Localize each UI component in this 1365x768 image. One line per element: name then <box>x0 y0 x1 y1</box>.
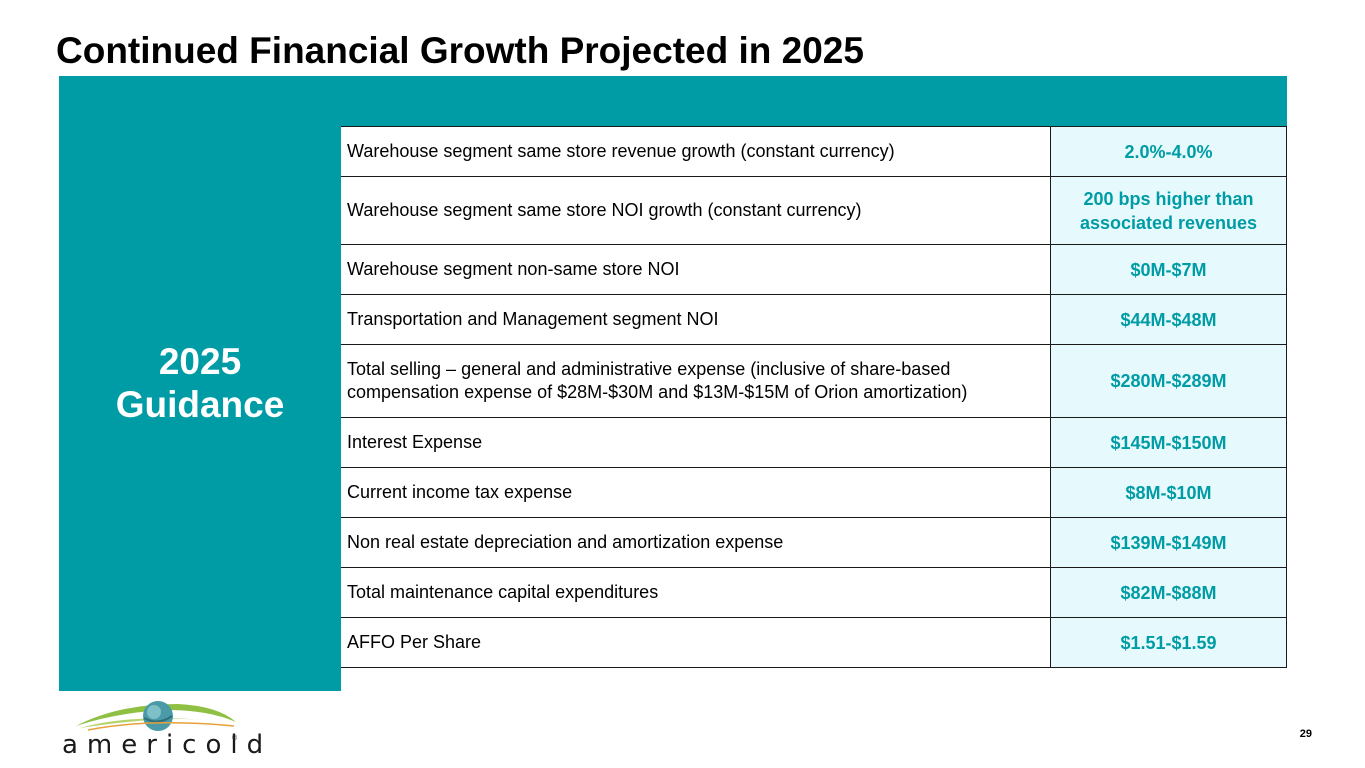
row-label: Interest Expense <box>341 417 1051 468</box>
row-label: Warehouse segment same store NOI growth … <box>341 176 1051 245</box>
row-label: Total selling – general and administrati… <box>341 344 1051 418</box>
row-label-line: Total selling – general and administrati… <box>347 359 951 379</box>
slide-title: Continued Financial Growth Projected in … <box>56 30 864 71</box>
guidance-heading: 2025 Guidance <box>59 340 341 426</box>
table-row: Interest Expense $145M-$150M <box>341 417 1287 468</box>
guidance-word: Guidance <box>115 384 285 425</box>
guidance-year: 2025 <box>158 341 242 382</box>
guidance-table-container: Warehouse segment same store revenue gro… <box>341 126 1287 691</box>
logo-wordmark: americold <box>62 730 273 760</box>
row-label: Current income tax expense <box>341 467 1051 518</box>
row-label: Non real estate depreciation and amortiz… <box>341 517 1051 568</box>
table-row: Current income tax expense $8M-$10M <box>341 467 1287 518</box>
row-value: $82M-$88M <box>1050 567 1287 618</box>
table-row: Warehouse segment same store NOI growth … <box>341 176 1287 245</box>
table-row: Warehouse segment same store revenue gro… <box>341 126 1287 177</box>
page-number: 29 <box>1299 728 1312 740</box>
row-label: Warehouse segment same store revenue gro… <box>341 126 1051 177</box>
row-label: Warehouse segment non-same store NOI <box>341 244 1051 295</box>
table-row: AFFO Per Share $1.51-$1.59 <box>341 617 1287 668</box>
row-value-line: associated revenues <box>1079 212 1258 233</box>
row-label: Total maintenance capital expenditures <box>341 567 1051 618</box>
row-value: $8M-$10M <box>1050 467 1287 518</box>
row-label-line: compensation expense of $28M-$30M and $1… <box>347 382 968 402</box>
row-label: AFFO Per Share <box>341 617 1051 668</box>
row-value: 2.0%-4.0% <box>1050 126 1287 177</box>
row-value: $0M-$7M <box>1050 244 1287 295</box>
row-value-line: 200 bps higher than <box>1083 188 1254 209</box>
table-row: Total maintenance capital expenditures $… <box>341 567 1287 618</box>
guidance-table: Warehouse segment same store revenue gro… <box>341 126 1287 668</box>
globe-swoosh-icon <box>76 701 236 731</box>
row-value: $44M-$48M <box>1050 294 1287 345</box>
registered-mark: ® <box>232 735 238 742</box>
row-label: Transportation and Management segment NO… <box>341 294 1051 345</box>
table-row: Non real estate depreciation and amortiz… <box>341 517 1287 568</box>
table-row: Total selling – general and administrati… <box>341 344 1287 418</box>
row-value: $280M-$289M <box>1050 344 1287 418</box>
row-value: $139M-$149M <box>1050 517 1287 568</box>
table-row: Warehouse segment non-same store NOI $0M… <box>341 244 1287 295</box>
row-value: $145M-$150M <box>1050 417 1287 468</box>
row-value: 200 bps higher than associated revenues <box>1050 176 1287 245</box>
table-row: Transportation and Management segment NO… <box>341 294 1287 345</box>
row-value: $1.51-$1.59 <box>1050 617 1287 668</box>
